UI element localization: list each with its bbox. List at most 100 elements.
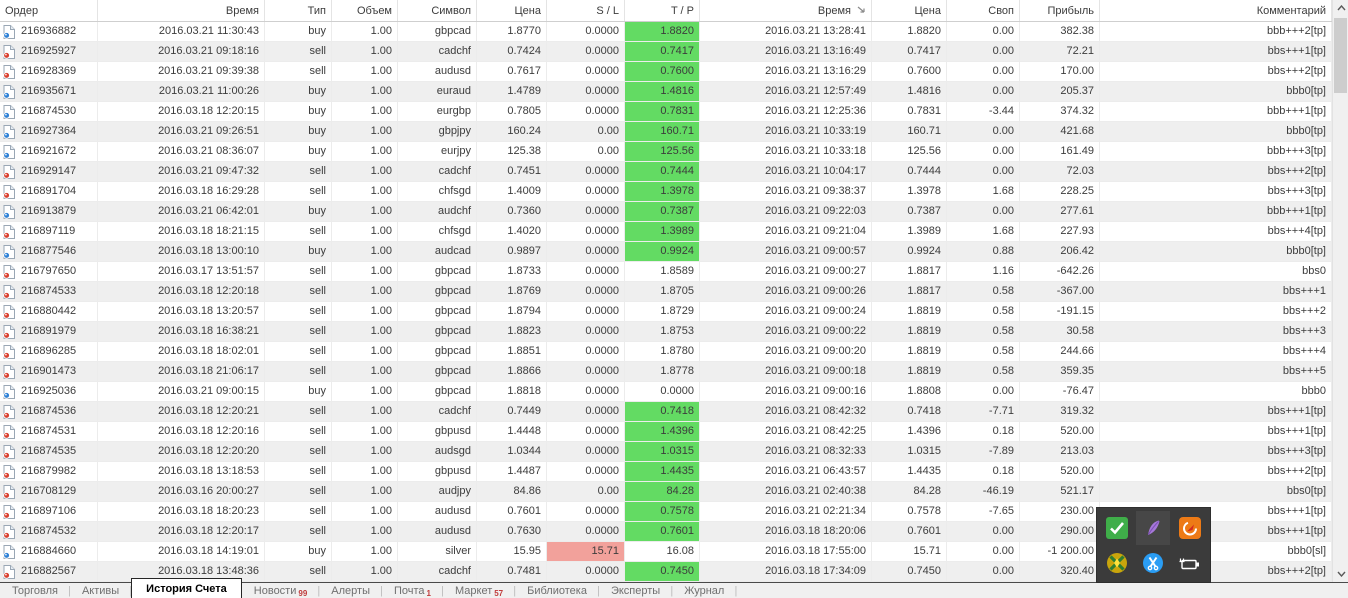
cell-profit: 30.58 <box>1020 322 1100 341</box>
col-header-tp[interactable]: T / P <box>625 0 700 21</box>
cell-swap: 0.00 <box>947 542 1020 561</box>
tab-история-счета[interactable]: История Счета <box>131 578 242 598</box>
history-table-row[interactable]: 216884660 2016.03.18 14:19:01 buy 1.00 silve… <box>0 542 1332 562</box>
history-table-row[interactable]: 216901473 2016.03.18 21:06:17 sell 1.00 gbpc… <box>0 362 1332 382</box>
cell-swap: 0.00 <box>947 82 1020 101</box>
history-table-row[interactable]: 216925036 2016.03.21 09:00:15 buy 1.00 gbpca… <box>0 382 1332 402</box>
cell-profit: 382.38 <box>1020 22 1100 41</box>
col-header-swap[interactable]: Своп <box>947 0 1020 21</box>
col-header-open_price[interactable]: Цена <box>477 0 547 21</box>
history-table-row[interactable]: 216921672 2016.03.21 08:36:07 buy 1.00 eurjp… <box>0 142 1332 162</box>
tab-торговля[interactable]: Торговля | <box>0 583 71 598</box>
check-icon[interactable] <box>1100 511 1134 545</box>
history-table-row[interactable]: 216897119 2016.03.18 18:21:15 sell 1.00 chfs… <box>0 222 1332 242</box>
col-header-comment[interactable]: Комментарий <box>1100 0 1332 21</box>
tab-алерты[interactable]: Алерты | <box>319 583 383 598</box>
sort-desc-icon <box>857 1 866 21</box>
cell-type: sell <box>265 342 332 361</box>
cell-close_price: 84.28 <box>872 482 947 501</box>
history-table-row[interactable]: 216874532 2016.03.18 12:20:17 sell 1.00 audu… <box>0 522 1332 542</box>
history-table-row[interactable]: 216874533 2016.03.18 12:20:18 sell 1.00 gbpc… <box>0 282 1332 302</box>
order-doc-sell-icon <box>3 564 15 579</box>
col-header-sl[interactable]: S / L <box>547 0 625 21</box>
cell-close_price: 1.3989 <box>872 222 947 241</box>
tab-активы[interactable]: Активы | <box>70 583 132 598</box>
history-table-row[interactable]: 216797650 2016.03.17 13:51:57 sell 1.00 gbpc… <box>0 262 1332 282</box>
cell-symbol: gbpusd <box>398 462 477 481</box>
gauge-icon[interactable] <box>1173 511 1207 545</box>
col-header-type[interactable]: Тип <box>265 0 332 21</box>
cell-tp: 1.4396 <box>625 422 700 441</box>
history-table-row[interactable]: 216929147 2016.03.21 09:47:32 sell 1.00 cadc… <box>0 162 1332 182</box>
order-number: 216927364 <box>21 125 77 137</box>
cell-volume: 1.00 <box>332 562 398 581</box>
tab-маркет[interactable]: Маркет 57 | <box>443 583 516 598</box>
cell-symbol: audchf <box>398 202 477 221</box>
col-header-order[interactable]: Ордер <box>0 0 98 21</box>
cell-symbol: gbpcad <box>398 382 477 401</box>
history-table-row[interactable]: 216935671 2016.03.21 11:00:26 buy 1.00 eurau… <box>0 82 1332 102</box>
history-table-row[interactable]: 216877546 2016.03.18 13:00:10 buy 1.00 audca… <box>0 242 1332 262</box>
feather-icon[interactable] <box>1136 510 1171 545</box>
tools-icon[interactable] <box>1136 546 1170 580</box>
cell-open_price: 0.7451 <box>477 162 547 181</box>
history-table-row[interactable]: 216897106 2016.03.18 18:20:23 sell 1.00 audu… <box>0 502 1332 522</box>
cell-swap: 0.00 <box>947 122 1020 141</box>
cell-swap: 0.00 <box>947 202 1020 221</box>
history-table-row[interactable]: 216879982 2016.03.18 13:18:53 sell 1.00 gbpu… <box>0 462 1332 482</box>
cell-open_time: 2016.03.18 12:20:20 <box>98 442 265 461</box>
vertical-scrollbar[interactable] <box>1332 0 1348 582</box>
cell-comment: bbb0[sl] <box>1100 542 1332 561</box>
history-table-row[interactable]: 216874536 2016.03.18 12:20:21 sell 1.00 cadc… <box>0 402 1332 422</box>
cell-swap: 0.58 <box>947 282 1020 301</box>
cell-swap: 0.00 <box>947 42 1020 61</box>
history-table-row[interactable]: 216936882 2016.03.21 11:30:43 buy 1.00 gbpca… <box>0 22 1332 42</box>
tab-новости[interactable]: Новости 99 | <box>242 583 321 598</box>
history-table-row[interactable]: 216925927 2016.03.21 09:18:16 sell 1.00 cadc… <box>0 42 1332 62</box>
cell-volume: 1.00 <box>332 242 398 261</box>
col-header-profit[interactable]: Прибыль <box>1020 0 1100 21</box>
cell-comment: bbs+++1[tp] <box>1100 402 1332 421</box>
col-header-label: S / L <box>596 4 619 17</box>
order-number: 216874530 <box>21 105 77 117</box>
cell-open_price: 0.7601 <box>477 502 547 521</box>
scrollbar-down-icon[interactable] <box>1333 566 1348 582</box>
history-table-row[interactable]: 216880442 2016.03.18 13:20:57 sell 1.00 gbpc… <box>0 302 1332 322</box>
order-doc-sell-icon <box>3 324 15 339</box>
cell-symbol: gbpcad <box>398 302 477 321</box>
tab-журнал[interactable]: Журнал | <box>672 583 737 598</box>
col-header-close_time[interactable]: Время <box>700 0 872 21</box>
tab-label: Журнал <box>684 584 725 597</box>
history-table-row[interactable]: 216891704 2016.03.18 16:29:28 sell 1.00 chfs… <box>0 182 1332 202</box>
history-table-row[interactable]: 216896285 2016.03.18 18:02:01 sell 1.00 gbpc… <box>0 342 1332 362</box>
tab-label: Алерты <box>331 584 370 597</box>
scrollbar-thumb[interactable] <box>1334 18 1347 93</box>
col-header-close_price[interactable]: Цена <box>872 0 947 21</box>
scrollbar-up-icon[interactable] <box>1333 0 1348 16</box>
cell-order: 216874533 <box>0 282 98 301</box>
history-table-row[interactable]: 216874530 2016.03.18 12:20:15 buy 1.00 eurgb… <box>0 102 1332 122</box>
history-table-row[interactable]: 216874535 2016.03.18 12:20:20 sell 1.00 auds… <box>0 442 1332 462</box>
history-table-row[interactable]: 216927364 2016.03.21 09:26:51 buy 1.00 gbpjp… <box>0 122 1332 142</box>
history-table-row[interactable]: 216874531 2016.03.18 12:20:16 sell 1.00 gbpu… <box>0 422 1332 442</box>
col-header-label: Символ <box>431 4 471 17</box>
cell-close_time: 2016.03.21 09:00:22 <box>700 322 872 341</box>
col-header-open_time[interactable]: Время <box>98 0 265 21</box>
cell-profit: 170.00 <box>1020 62 1100 81</box>
history-table-row[interactable]: 216913879 2016.03.21 06:42:01 buy 1.00 audch… <box>0 202 1332 222</box>
col-header-volume[interactable]: Объем <box>332 0 398 21</box>
tab-эксперты[interactable]: Эксперты | <box>599 583 673 598</box>
col-header-symbol[interactable]: Символ <box>398 0 477 21</box>
battery-icon[interactable] <box>1173 546 1207 580</box>
history-table-row[interactable]: 216928369 2016.03.21 09:39:38 sell 1.00 audu… <box>0 62 1332 82</box>
history-table-row[interactable]: 216891979 2016.03.18 16:38:21 sell 1.00 gbpc… <box>0 322 1332 342</box>
cell-type: buy <box>265 82 332 101</box>
order-number: 216874535 <box>21 445 77 457</box>
history-table-row[interactable]: 216708129 2016.03.16 20:00:27 sell 1.00 audj… <box>0 482 1332 502</box>
history-table-row[interactable]: 216882567 2016.03.18 13:48:36 sell 1.00 cadc… <box>0 562 1332 582</box>
tab-label: Библиотека <box>527 584 587 597</box>
pinwheel-icon[interactable] <box>1100 546 1134 580</box>
tab-почта[interactable]: Почта 1 | <box>382 583 444 598</box>
tab-библиотека[interactable]: Библиотека | <box>515 583 600 598</box>
cell-comment: bbs+++3[tp] <box>1100 182 1332 201</box>
